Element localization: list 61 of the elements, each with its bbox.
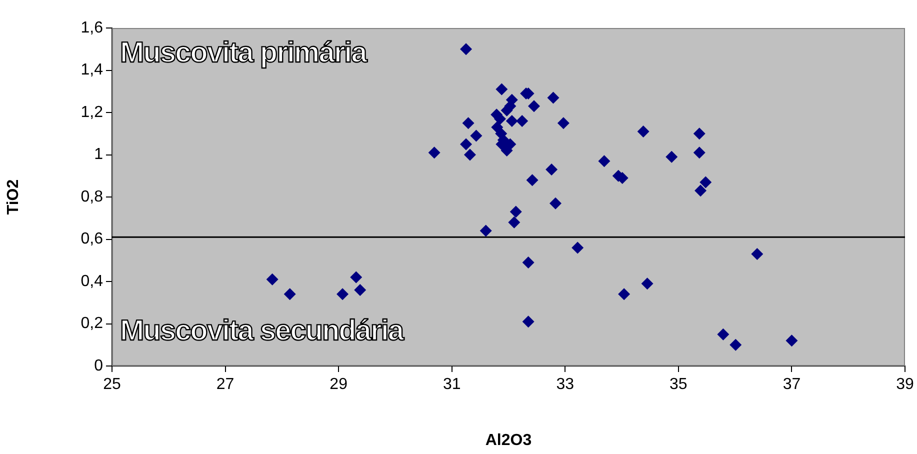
y-tick-label: 0,8 [80,188,104,206]
point [550,197,562,210]
point [641,278,654,290]
point [786,334,798,347]
point [266,273,278,286]
point [717,328,730,340]
point [528,100,540,112]
point [522,256,534,268]
y-tick-label: 0,4 [80,272,104,290]
point [547,92,560,104]
point [572,242,584,254]
y-tick-label: 0,6 [80,230,104,248]
point [428,146,440,159]
point [693,146,706,159]
point [508,216,520,228]
point [496,83,508,96]
x-tick-label: 29 [330,376,348,394]
point [480,224,492,237]
point [354,284,366,296]
point [506,114,518,127]
point [637,126,650,138]
x-tick-label: 33 [556,376,574,394]
point [462,117,474,130]
x-tick-label: 39 [896,376,914,394]
point [730,338,742,351]
point [522,316,534,328]
point [546,164,558,176]
y-axis-title: TiO2 [5,179,22,215]
point [694,184,707,197]
point [666,150,678,163]
y-tick-label: 1,2 [80,104,104,121]
x-tick-label: 35 [670,376,688,394]
point [516,114,528,127]
x-tick-label: 31 [442,376,461,394]
point [464,148,476,161]
y-tick-label: 1 [94,146,104,164]
y-tick-label: 1,4 [80,62,104,79]
x-tick-label: 25 [103,376,121,394]
annotation: Muscovita secundária [120,314,403,348]
point [618,288,630,300]
x-axis-title: Al2O3 [485,432,532,449]
y-tick-label: 0 [94,357,104,374]
point [470,130,482,142]
point [500,144,513,157]
y-tick-label: 0,2 [80,315,104,332]
point [284,288,296,300]
point [510,206,522,218]
x-tick-label: 27 [216,376,234,394]
point [751,248,764,260]
point [336,288,349,300]
point [598,155,610,168]
point [526,174,538,186]
annotation: Muscovita primária [120,36,366,70]
point [557,117,570,130]
point [460,138,472,150]
point [693,128,706,140]
point [460,43,472,56]
y-tick-label: 1,6 [80,19,104,36]
x-tick-label: 37 [782,376,801,394]
point [350,271,362,284]
point [700,176,712,188]
